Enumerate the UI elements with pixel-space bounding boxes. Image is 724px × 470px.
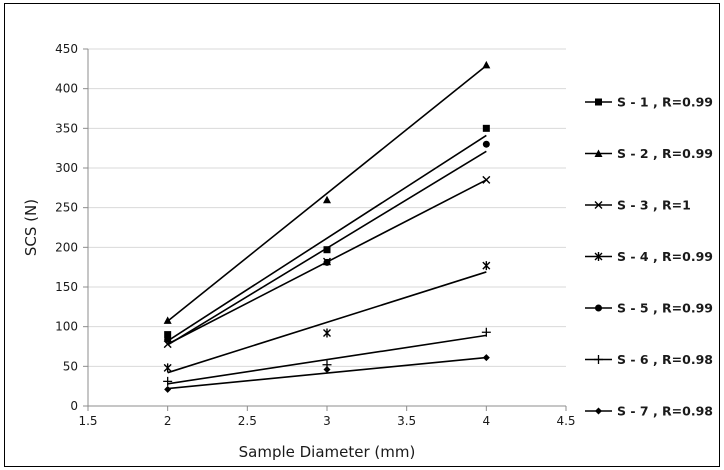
- data-point-series-4: [323, 328, 331, 338]
- legend-label-1: S - 1 , R=0.99: [617, 95, 713, 110]
- data-point-series-6: [163, 376, 173, 386]
- y-tick-label: 50: [63, 359, 78, 373]
- trendline-series-1: [167, 134, 487, 342]
- legend-marker-1: [595, 98, 602, 106]
- y-tick-label: 300: [55, 161, 78, 175]
- x-tick-label: 4.5: [556, 414, 575, 428]
- x-tick-label: 3.5: [397, 414, 416, 428]
- y-tick-label: 100: [55, 320, 78, 334]
- data-point-series-5: [323, 258, 331, 266]
- data-point-series-5: [164, 335, 172, 343]
- legend-marker-5: [595, 304, 602, 312]
- legend-label-6: S - 6 , R=0.98: [617, 352, 713, 367]
- y-tick-label: 150: [55, 280, 78, 294]
- y-tick-label: 400: [55, 82, 78, 96]
- y-tick-label: 250: [55, 201, 78, 215]
- y-tick-label: 200: [55, 240, 78, 254]
- x-axis-title: Sample Diameter (mm): [239, 443, 416, 461]
- legend-label-4: S - 4 , R=0.99: [617, 249, 713, 264]
- y-tick-label: 350: [55, 121, 78, 135]
- data-point-series-4: [482, 261, 491, 271]
- data-point-series-6: [481, 327, 491, 337]
- data-point-series-1: [164, 331, 172, 339]
- data-points: [163, 60, 491, 393]
- data-point-series-2: [482, 60, 491, 69]
- legend-marker-4: [594, 252, 603, 261]
- data-point-series-5: [482, 140, 490, 148]
- x-tick-label: 2: [164, 414, 172, 428]
- data-point-series-4: [163, 363, 172, 373]
- data-point-series-7: [164, 385, 172, 393]
- y-tick-label: 0: [70, 399, 78, 413]
- data-point-series-1: [323, 246, 331, 254]
- legend-label-2: S - 2 , R=0.99: [617, 146, 713, 161]
- trendline-series-4: [167, 271, 487, 374]
- y-tick-label: 450: [55, 42, 78, 56]
- legend-label-5: S - 5 , R=0.99: [617, 301, 713, 316]
- legend-marker-2: [594, 149, 603, 157]
- data-point-series-2: [163, 316, 172, 324]
- legend-marker-3: [594, 201, 603, 209]
- legend-marker-6: [594, 355, 603, 364]
- legend-marker-7: [595, 407, 602, 415]
- trendline-series-2: [167, 65, 487, 322]
- legend-label-7: S - 7 , R=0.98: [617, 404, 713, 419]
- data-point-series-7: [482, 354, 490, 362]
- trendlines: [167, 65, 487, 390]
- x-tick-label: 4: [483, 414, 491, 428]
- gridlines: [88, 48, 566, 367]
- legend: S - 1 , R=0.99 S - 2 , R=0.99 S - 3 , R=1 S…: [585, 95, 713, 419]
- trendline-series-6: [167, 334, 487, 385]
- data-point-series-2: [323, 195, 331, 204]
- x-tick-label: 3: [323, 414, 331, 428]
- chart-frame: [4, 3, 720, 467]
- y-axis-title: SCS (N): [22, 199, 40, 256]
- axes: 0 50 100 150 200 250 300 350 400 450 1.5 2 2.5 3 3.5 4 4…: [55, 42, 575, 428]
- data-point-series-1: [482, 124, 490, 132]
- trendline-series-7: [167, 356, 487, 390]
- x-tick-label: 2.5: [238, 414, 257, 428]
- data-point-series-3: [482, 175, 491, 184]
- x-tick-label: 1.5: [78, 414, 97, 428]
- legend-label-3: S - 3 , R=1: [617, 198, 691, 213]
- data-point-series-7: [323, 366, 331, 374]
